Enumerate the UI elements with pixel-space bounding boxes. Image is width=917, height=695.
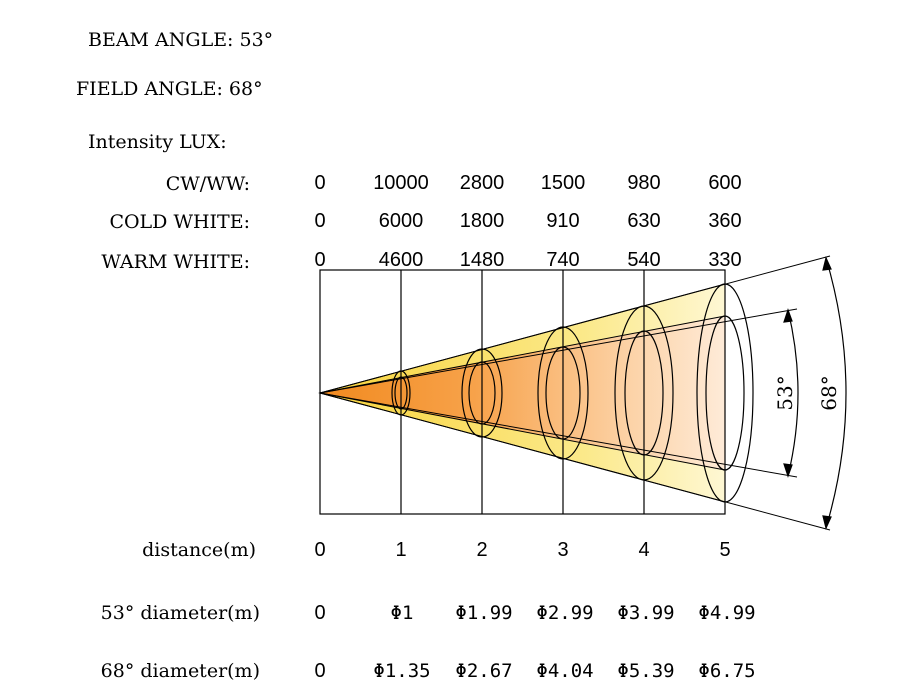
warm-white-value: 330 [708, 249, 741, 271]
distance-value: 3 [557, 539, 568, 561]
field-angle-arc [825, 257, 847, 529]
diameter-53-value: Φ1 [391, 602, 414, 624]
diameter-53-value: Φ2.99 [536, 602, 593, 624]
row-label-cold-white: COLD WHITE: [109, 211, 250, 233]
cw-ww-value: 1500 [541, 172, 586, 194]
row-label-cw-ww: CW/WW: [166, 173, 250, 195]
arrowhead [822, 256, 832, 271]
diameter-53-value: Φ3.99 [617, 602, 674, 624]
beam-ellipse-3m [545, 346, 581, 440]
cw-ww-value: 600 [708, 172, 741, 194]
cold-white-value: 0 [314, 210, 325, 232]
warm-white-value: 4600 [379, 249, 424, 271]
cw-ww-value: 10000 [373, 172, 429, 194]
distance-row: distance(m) 0 1 2 3 4 5 [142, 539, 730, 561]
cold-white-value: 910 [546, 210, 579, 232]
beam-angle-marker: 53° [773, 375, 797, 410]
intensity-table: CW/WW: 0 10000 2800 1500 980 600 COLD WH… [101, 172, 741, 273]
diameter-53-value: Φ1.99 [455, 602, 512, 624]
row-label-warm-white: WARM WHITE: [101, 251, 250, 273]
field-ellipse-3m [537, 326, 589, 460]
diameter-53-value: Φ4.99 [698, 602, 755, 624]
diameter-68-value: Φ2.67 [455, 660, 512, 682]
diameter-68-value: Φ1.35 [373, 660, 430, 682]
distance-value: 5 [719, 539, 730, 561]
diameter-68-row: 68° diameter(m) 0 Φ1.35 Φ2.67 Φ4.04 Φ5.3… [101, 660, 756, 682]
cold-white-value: 360 [708, 210, 741, 232]
distance-value: 1 [395, 539, 406, 561]
distance-label: distance(m) [142, 539, 256, 561]
diameter-68-value: Φ6.75 [698, 660, 755, 682]
angle-extension-lines [319, 255, 831, 531]
distance-value: 4 [638, 539, 649, 561]
beam-ellipse-5m [705, 315, 745, 471]
diameter-68-value: Φ5.39 [617, 660, 674, 682]
diameter-68-value: 0 [314, 660, 325, 682]
beam-angle-arc [787, 309, 799, 477]
warm-white-value: 540 [627, 249, 660, 271]
warm-white-value: 0 [314, 249, 325, 271]
diameter-68-value: Φ4.04 [536, 660, 593, 682]
beam-ellipse-4m [624, 330, 664, 456]
distance-grid [319, 269, 726, 515]
cold-white-value: 630 [627, 210, 660, 232]
warm-white-value: 1480 [460, 249, 505, 271]
arrowhead [783, 308, 793, 323]
diameter-53-label: 53° diameter(m) [101, 602, 260, 624]
field-angle-title: FIELD ANGLE: 68° [76, 78, 263, 100]
beam-cones [318, 283, 726, 503]
cw-ww-value: 0 [314, 172, 325, 194]
angle-arcs [783, 256, 847, 530]
intensity-title: Intensity LUX: [88, 131, 227, 153]
grid-frame [319, 269, 726, 515]
diameter-68-label: 68° diameter(m) [101, 660, 260, 682]
field-angle-marker: 68° [817, 375, 841, 410]
beam-angle-title: BEAM ANGLE: 53° [88, 29, 273, 51]
warm-white-value: 740 [546, 249, 579, 271]
diameter-53-row: 53° diameter(m) 0 Φ1 Φ1.99 Φ2.99 Φ3.99 Φ… [101, 602, 756, 624]
distance-value: 2 [476, 539, 487, 561]
cw-ww-value: 980 [627, 172, 660, 194]
arrowhead [783, 463, 793, 478]
beam-ellipse-2m [468, 361, 496, 425]
beam-ellipse-1m [394, 376, 408, 410]
cold-white-value: 1800 [460, 210, 505, 232]
distance-value: 0 [314, 539, 325, 561]
cold-white-value: 6000 [379, 210, 424, 232]
diameter-53-value: 0 [314, 602, 325, 624]
arrowhead [822, 515, 832, 530]
cw-ww-value: 2800 [460, 172, 505, 194]
